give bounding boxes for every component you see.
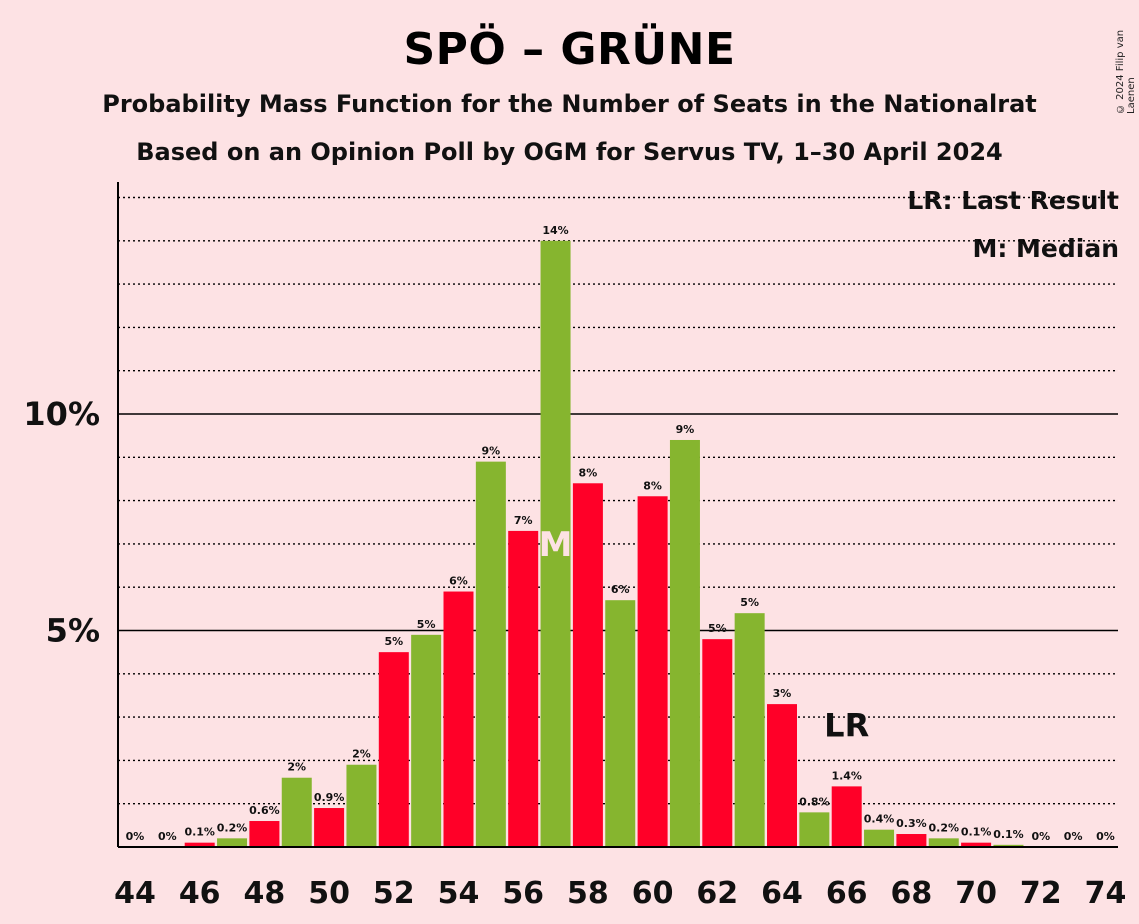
bar-value-label: 6% xyxy=(449,575,468,588)
median-marker: M xyxy=(539,525,573,565)
bar-seat-66 xyxy=(831,786,862,847)
bar-seat-57 xyxy=(540,240,571,848)
x-tick-label: 74 xyxy=(1085,876,1127,911)
bar-value-label: 6% xyxy=(611,583,630,596)
bar-seat-58 xyxy=(572,483,603,847)
bar-value-label: 5% xyxy=(708,622,727,635)
bar-value-label: 0% xyxy=(1031,830,1050,843)
bar-seat-62 xyxy=(702,639,733,847)
bar-seat-65 xyxy=(799,812,830,847)
bar-value-label: 7% xyxy=(514,514,533,527)
bar-value-label: 2% xyxy=(287,761,306,774)
bar-value-label: 2% xyxy=(352,748,371,761)
bar-value-label: 5% xyxy=(417,618,436,631)
legend-last-result: LR: Last Result xyxy=(907,186,1119,215)
bar-value-label: 0% xyxy=(158,830,177,843)
bar-value-label: 0.3% xyxy=(896,817,927,830)
bar-seat-64 xyxy=(767,704,797,847)
bar-seat-53 xyxy=(411,634,442,847)
x-tick-label: 50 xyxy=(308,876,350,911)
x-tick-label: 72 xyxy=(1020,876,1062,911)
bar-value-label: 0% xyxy=(1064,830,1083,843)
x-tick-label: 54 xyxy=(438,876,480,911)
bar-seat-63 xyxy=(734,613,765,847)
bar-value-label: 0.6% xyxy=(249,804,280,817)
bar-value-label: 3% xyxy=(773,687,792,700)
bar-seat-52 xyxy=(378,652,409,847)
bar-seat-69 xyxy=(928,838,959,847)
x-tick-label: 48 xyxy=(244,876,286,911)
x-tick-label: 64 xyxy=(761,876,803,911)
bar-seat-46 xyxy=(184,842,215,847)
bar-value-label: 8% xyxy=(643,479,662,492)
bar-value-label: 0.1% xyxy=(184,826,215,839)
x-tick-label: 46 xyxy=(179,876,221,911)
bar-seat-67 xyxy=(864,829,895,847)
bar-value-label: 0.1% xyxy=(961,826,992,839)
bar-seat-54 xyxy=(443,591,474,847)
x-tick-label: 66 xyxy=(826,876,868,911)
bar-value-label: 5% xyxy=(740,596,759,609)
bar-value-label: 0.2% xyxy=(928,821,959,834)
bar-value-label: 1.4% xyxy=(831,769,862,782)
bar-seat-68 xyxy=(896,834,927,847)
bar-value-label: 14% xyxy=(542,224,568,237)
bar-value-label: 9% xyxy=(482,445,501,458)
bar-value-label: 0.1% xyxy=(993,828,1024,841)
bar-value-label: 0% xyxy=(1096,830,1115,843)
y-tick-label: 5% xyxy=(46,612,100,650)
x-tick-label: 62 xyxy=(696,876,738,911)
bar-seat-71 xyxy=(993,844,1024,847)
legend-median: M: Median xyxy=(972,234,1119,263)
bar-seat-51 xyxy=(346,764,377,847)
y-tick-label: 10% xyxy=(23,395,100,433)
bar-seat-56 xyxy=(508,530,539,847)
x-tick-label: 58 xyxy=(567,876,609,911)
bar-value-label: 0.2% xyxy=(217,821,248,834)
bar-value-label: 8% xyxy=(579,466,598,479)
bar-value-label: 0.8% xyxy=(799,795,830,808)
bar-seat-50 xyxy=(314,808,345,847)
chart-title: SPÖ – GRÜNE xyxy=(403,24,736,75)
bar-value-label: 0.9% xyxy=(314,791,345,804)
x-tick-label: 68 xyxy=(891,876,933,911)
bar-seat-70 xyxy=(961,842,992,847)
bar-seat-55 xyxy=(475,461,506,847)
chart-source-subtitle: Based on an Opinion Poll by OGM for Serv… xyxy=(136,138,1003,166)
bar-seat-48 xyxy=(249,821,280,847)
last-result-marker: LR xyxy=(824,706,869,744)
bar-seat-47 xyxy=(217,838,248,847)
bar-seat-60 xyxy=(637,496,668,847)
x-tick-label: 52 xyxy=(373,876,415,911)
bar-seat-61 xyxy=(669,439,700,847)
bar-seat-49 xyxy=(281,777,312,847)
x-tick-label: 44 xyxy=(114,876,156,911)
x-tick-label: 56 xyxy=(502,876,544,911)
chart-subtitle: Probability Mass Function for the Number… xyxy=(102,90,1037,118)
bar-value-label: 5% xyxy=(384,635,403,648)
x-tick-label: 70 xyxy=(955,876,997,911)
x-tick-label: 60 xyxy=(632,876,674,911)
bar-value-label: 9% xyxy=(676,423,695,436)
bar-value-label: 0% xyxy=(126,830,145,843)
bar-value-label: 0.4% xyxy=(864,813,895,826)
bar-seat-59 xyxy=(605,600,636,847)
